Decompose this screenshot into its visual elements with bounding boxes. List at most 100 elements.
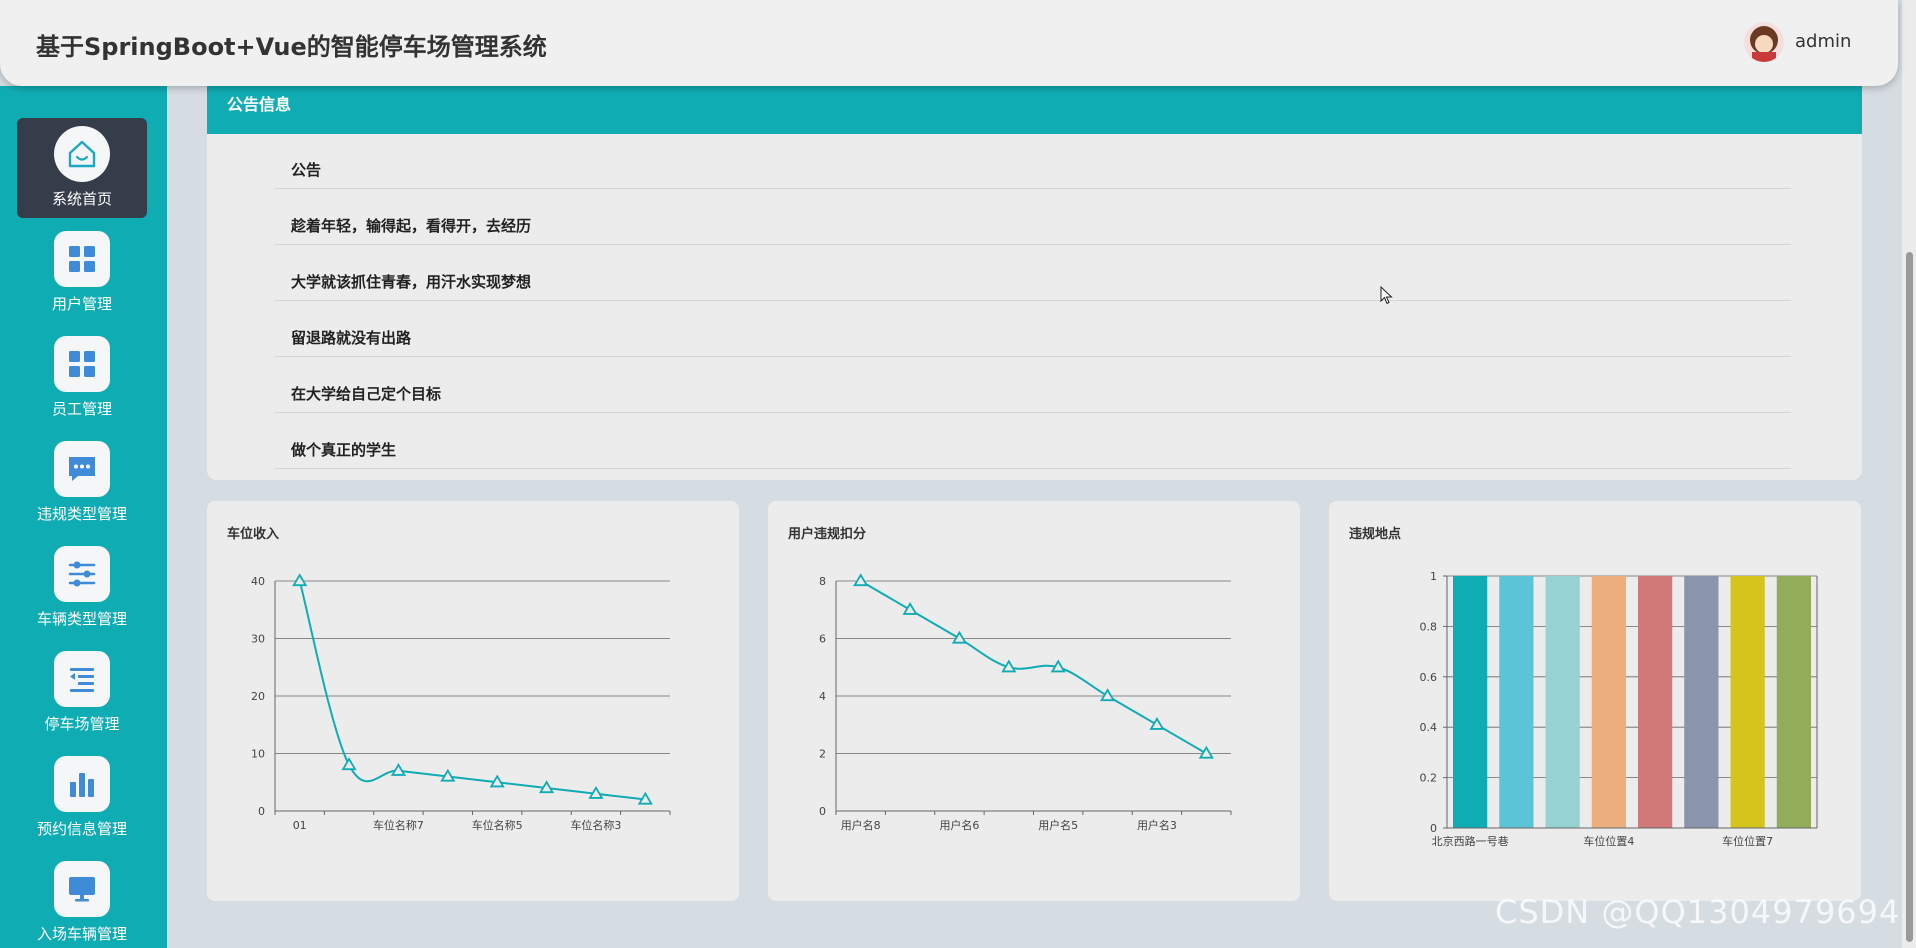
x-tick-label: 用户名8 <box>841 818 881 832</box>
parking-income-chart: 0 10 20 30 40 01 车位名称7 车位名称5 车位名称3 <box>251 573 671 832</box>
y-tick-label: 0.6 <box>1420 671 1438 684</box>
bar <box>1453 576 1488 828</box>
sliders-icon <box>54 546 110 602</box>
data-point <box>292 573 308 587</box>
data-point <box>390 762 407 776</box>
notice-title: 公告信息 <box>207 86 1862 134</box>
notice-item[interactable]: 在大学给自己定个目标 <box>275 358 1791 413</box>
notice-item[interactable]: 留退路就没有出路 <box>275 302 1791 357</box>
sidebar-item-users[interactable]: 用户管理 <box>17 223 147 323</box>
x-tick-label: 北京西路一号巷 <box>1432 834 1509 848</box>
grid-icon <box>54 231 110 287</box>
y-tick-label: 40 <box>251 575 265 588</box>
notice-item[interactable]: 做个真正的学生 <box>275 414 1791 469</box>
bar <box>1776 576 1811 828</box>
username-label[interactable]: admin <box>1795 31 1852 52</box>
notice-item[interactable]: 趁着年轻，输得起，看得开，去经历 <box>275 190 1791 245</box>
notice-item[interactable]: 大学就该抓住青春，用汗水实现梦想 <box>275 246 1791 301</box>
chart-title: 车位收入 <box>227 527 280 542</box>
sidebar-item-label: 员工管理 <box>51 400 112 418</box>
bar-chart-icon <box>54 756 110 812</box>
sidebar-item-violation-types[interactable]: 违规类型管理 <box>17 433 147 533</box>
x-tick-label: 车位位置7 <box>1722 834 1773 848</box>
chart-card-parking-income: 车位收入 0 10 20 30 40 01 车位名称7 车位名称5 车位名称3 <box>207 501 739 901</box>
notice-list: 公告 趁着年轻，输得起，看得开，去经历 大学就该抓住青春，用汗水实现梦想 留退路… <box>275 134 1791 470</box>
notice-panel: 公告信息 公告 趁着年轻，输得起，看得开，去经历 大学就该抓住青春，用汗水实现梦… <box>207 86 1862 480</box>
data-point <box>1050 659 1066 673</box>
y-tick-label: 0.4 <box>1420 721 1438 734</box>
chart-title: 用户违规扣分 <box>788 527 867 542</box>
mouse-cursor-icon <box>1380 285 1394 310</box>
bar <box>1684 576 1719 828</box>
sidebar: 系统首页 用户管理 员工管理 违规类型管理 车辆类型管理 停车场管理 预约信 <box>0 86 167 948</box>
data-point <box>1001 659 1017 673</box>
sidebar-item-parking-lots[interactable]: 停车场管理 <box>17 643 147 743</box>
data-point <box>588 785 604 799</box>
y-tick-label: 4 <box>819 690 826 703</box>
message-icon <box>54 441 110 497</box>
data-point <box>1149 716 1165 730</box>
violation-locations-chart: 0 0.2 0.4 0.6 0.8 1 北京西路一号巷 车位位置4 车位位置7 <box>1420 570 1818 848</box>
y-tick-label: 1 <box>1430 570 1437 583</box>
sidebar-item-label: 预约信息管理 <box>36 820 127 838</box>
x-tick-label: 01 <box>293 819 307 832</box>
watermark: CSDN @QQ1304979694 <box>1495 893 1901 931</box>
page-scrollbar[interactable] <box>1902 0 1916 948</box>
y-tick-label: 6 <box>819 633 826 646</box>
chart-card-violation-locations: 违规地点 0 0.2 0.4 0.6 0.8 1 北京西路一号巷 车位位置4 车位位置7 <box>1329 501 1861 901</box>
y-tick-label: 2 <box>819 748 826 761</box>
sidebar-item-reservations[interactable]: 预约信息管理 <box>17 748 147 848</box>
data-point <box>489 774 505 788</box>
sidebar-item-label: 违规类型管理 <box>36 505 127 523</box>
x-tick-label: 车位名称5 <box>472 818 523 832</box>
data-point <box>902 601 918 615</box>
sidebar-item-home[interactable]: 系统首页 <box>17 118 147 218</box>
sidebar-item-vehicle-types[interactable]: 车辆类型管理 <box>17 538 147 638</box>
notice-item[interactable]: 公告 <box>275 134 1791 189</box>
y-tick-label: 20 <box>251 690 265 703</box>
user-avatar[interactable] <box>1744 22 1784 62</box>
y-tick-label: 0.2 <box>1420 772 1438 785</box>
data-point <box>951 630 968 644</box>
monitor-icon <box>54 861 110 917</box>
data-point <box>440 768 456 782</box>
x-tick-label: 车位名称3 <box>570 818 621 832</box>
grid-icon <box>54 336 110 392</box>
y-tick-label: 0.8 <box>1420 620 1438 633</box>
data-point <box>853 573 869 587</box>
bar <box>1499 576 1534 828</box>
sidebar-item-label: 停车场管理 <box>44 715 120 733</box>
x-tick-label: 用户名3 <box>1137 818 1177 832</box>
sidebar-item-entry-vehicles[interactable]: 入场车辆管理 <box>17 853 147 948</box>
app-title: 基于SpringBoot+Vue的智能停车场管理系统 <box>36 33 547 61</box>
top-header: 基于SpringBoot+Vue的智能停车场管理系统 admin <box>0 0 1898 86</box>
y-tick-label: 30 <box>251 633 265 646</box>
chart-card-user-violation-points: 用户违规扣分 0 2 4 6 8 用户名8 用户名6 用户名5 用户名3 <box>768 501 1300 901</box>
y-tick-label: 0 <box>819 805 826 818</box>
home-icon <box>54 126 110 182</box>
list-icon <box>54 651 110 707</box>
y-tick-label: 0 <box>258 805 265 818</box>
data-point <box>1099 688 1116 702</box>
data-point <box>341 757 357 771</box>
y-tick-label: 10 <box>251 748 265 761</box>
y-tick-label: 0 <box>1430 822 1437 835</box>
sidebar-item-label: 车辆类型管理 <box>36 610 127 628</box>
y-tick-label: 8 <box>819 575 826 588</box>
sidebar-item-label: 系统首页 <box>51 190 112 208</box>
violation-points-chart: 0 2 4 6 8 用户名8 用户名6 用户名5 用户名3 <box>819 573 1232 832</box>
sidebar-item-label: 用户管理 <box>51 295 112 313</box>
x-tick-label: 车位名称7 <box>373 818 424 832</box>
chart-title: 违规地点 <box>1349 527 1402 542</box>
bar <box>1591 576 1626 828</box>
data-point <box>637 791 653 805</box>
scrollbar-thumb[interactable] <box>1906 252 1913 942</box>
bar <box>1730 576 1765 828</box>
data-point <box>538 780 555 794</box>
sidebar-item-label: 入场车辆管理 <box>36 925 127 943</box>
x-tick-label: 车位位置4 <box>1583 834 1634 848</box>
data-point <box>1198 745 1214 759</box>
bar <box>1545 576 1580 828</box>
sidebar-item-staff[interactable]: 员工管理 <box>17 328 147 428</box>
x-tick-label: 用户名5 <box>1038 818 1078 832</box>
